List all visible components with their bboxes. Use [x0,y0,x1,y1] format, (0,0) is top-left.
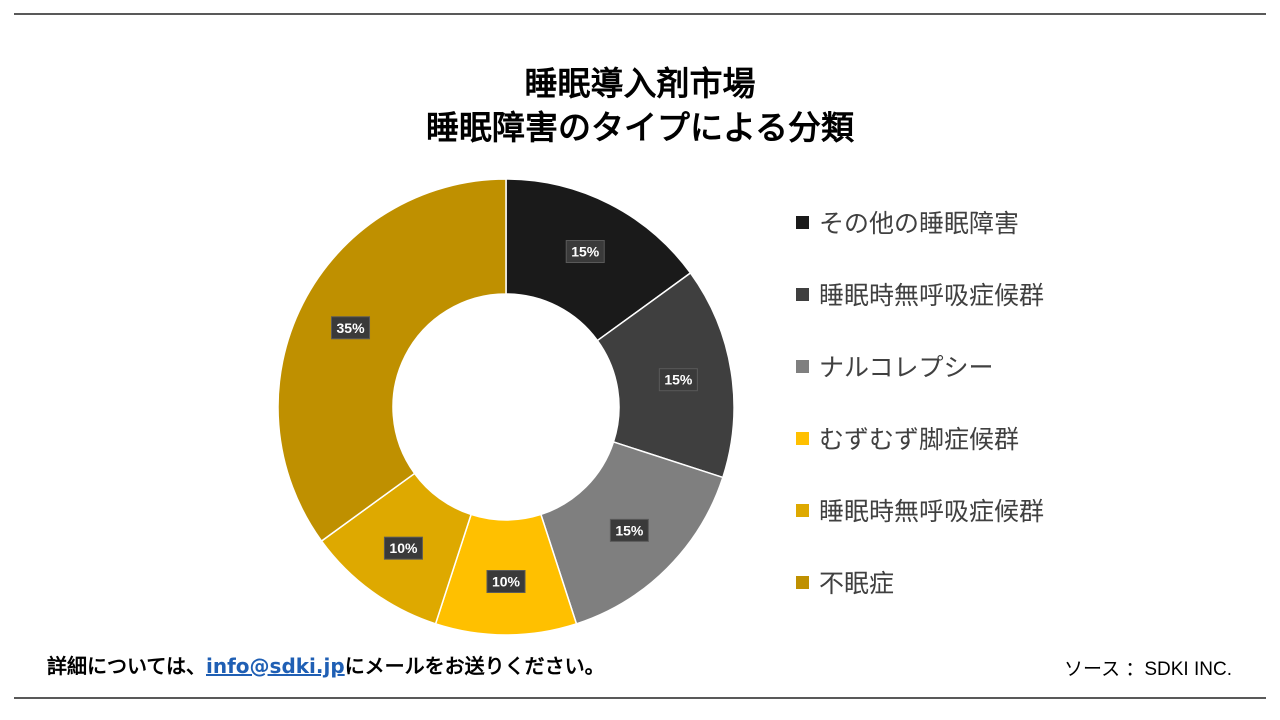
contact-note: 詳細については、info@sdki.jpにメールをお送りください。 [47,650,605,679]
donut-slice-5 [277,178,507,543]
slice-label-box-2 [609,518,649,542]
slice-label-text-1: 15% [664,372,693,388]
legend-swatch-1 [796,287,809,301]
slice-label-text-4: 10% [389,540,418,556]
chart-title-line1: 睡眠導入剤市場 [524,64,756,103]
legend-item-3: むずむず脚症候群 [796,418,1019,458]
legend-swatch-2 [796,359,809,373]
slice-label-box-1 [658,368,698,392]
slice-label-text-5: 35% [337,320,366,336]
top-rule [14,13,1266,15]
legend-item-4: 睡眠時無呼吸症候群 [796,490,1044,530]
legend-swatch-4 [796,503,809,517]
slice-label-box-3 [486,570,526,593]
legend-swatch-5 [796,575,809,589]
legend-swatch-3 [796,431,809,445]
slice-label-text-3: 10% [492,574,521,590]
slice-label-0: 15% [565,240,605,264]
slice-label-text-0: 15% [571,244,600,260]
legend-label-4: 睡眠時無呼吸症候群 [819,497,1045,526]
slice-label-2: 15% [609,518,649,542]
legend-item-0: その他の睡眠障害 [796,202,1019,242]
slice-label-3: 10% [486,570,526,593]
legend-item-1: 睡眠時無呼吸症候群 [796,274,1044,314]
chart-title: 睡眠導入剤市場 睡眠障害のタイプによる分類 [0,62,1280,150]
source-note: ソース ：SDKI INC. [1064,659,1232,680]
contact-suffix: にメールをお送りください。 [344,654,605,678]
legend-label-5: 不眠症 [819,569,895,598]
legend-item-5: 不眠症 [796,562,894,602]
slice-label-box-4 [383,536,423,560]
bottom-rule [14,697,1266,699]
slice-label-box-5 [331,316,371,340]
contact-prefix: 詳細については、 [47,654,206,678]
contact-email-link[interactable]: info@sdki.jp [206,654,345,678]
slice-label-5: 35% [331,316,371,340]
slice-label-1: 15% [658,368,698,392]
legend-label-3: むずむず脚症候群 [819,425,1020,454]
chart-title-line2: 睡眠障害のタイプによる分類 [425,108,854,147]
slice-label-box-0 [565,240,605,264]
legend-item-2: ナルコレプシー [796,346,994,386]
legend-label-0: その他の睡眠障害 [819,209,1020,238]
slice-label-4: 10% [383,536,423,560]
legend-label-2: ナルコレプシー [819,353,994,382]
legend-swatch-0 [796,215,809,229]
legend-label-1: 睡眠時無呼吸症候群 [819,281,1045,310]
slice-label-text-2: 15% [615,522,644,538]
